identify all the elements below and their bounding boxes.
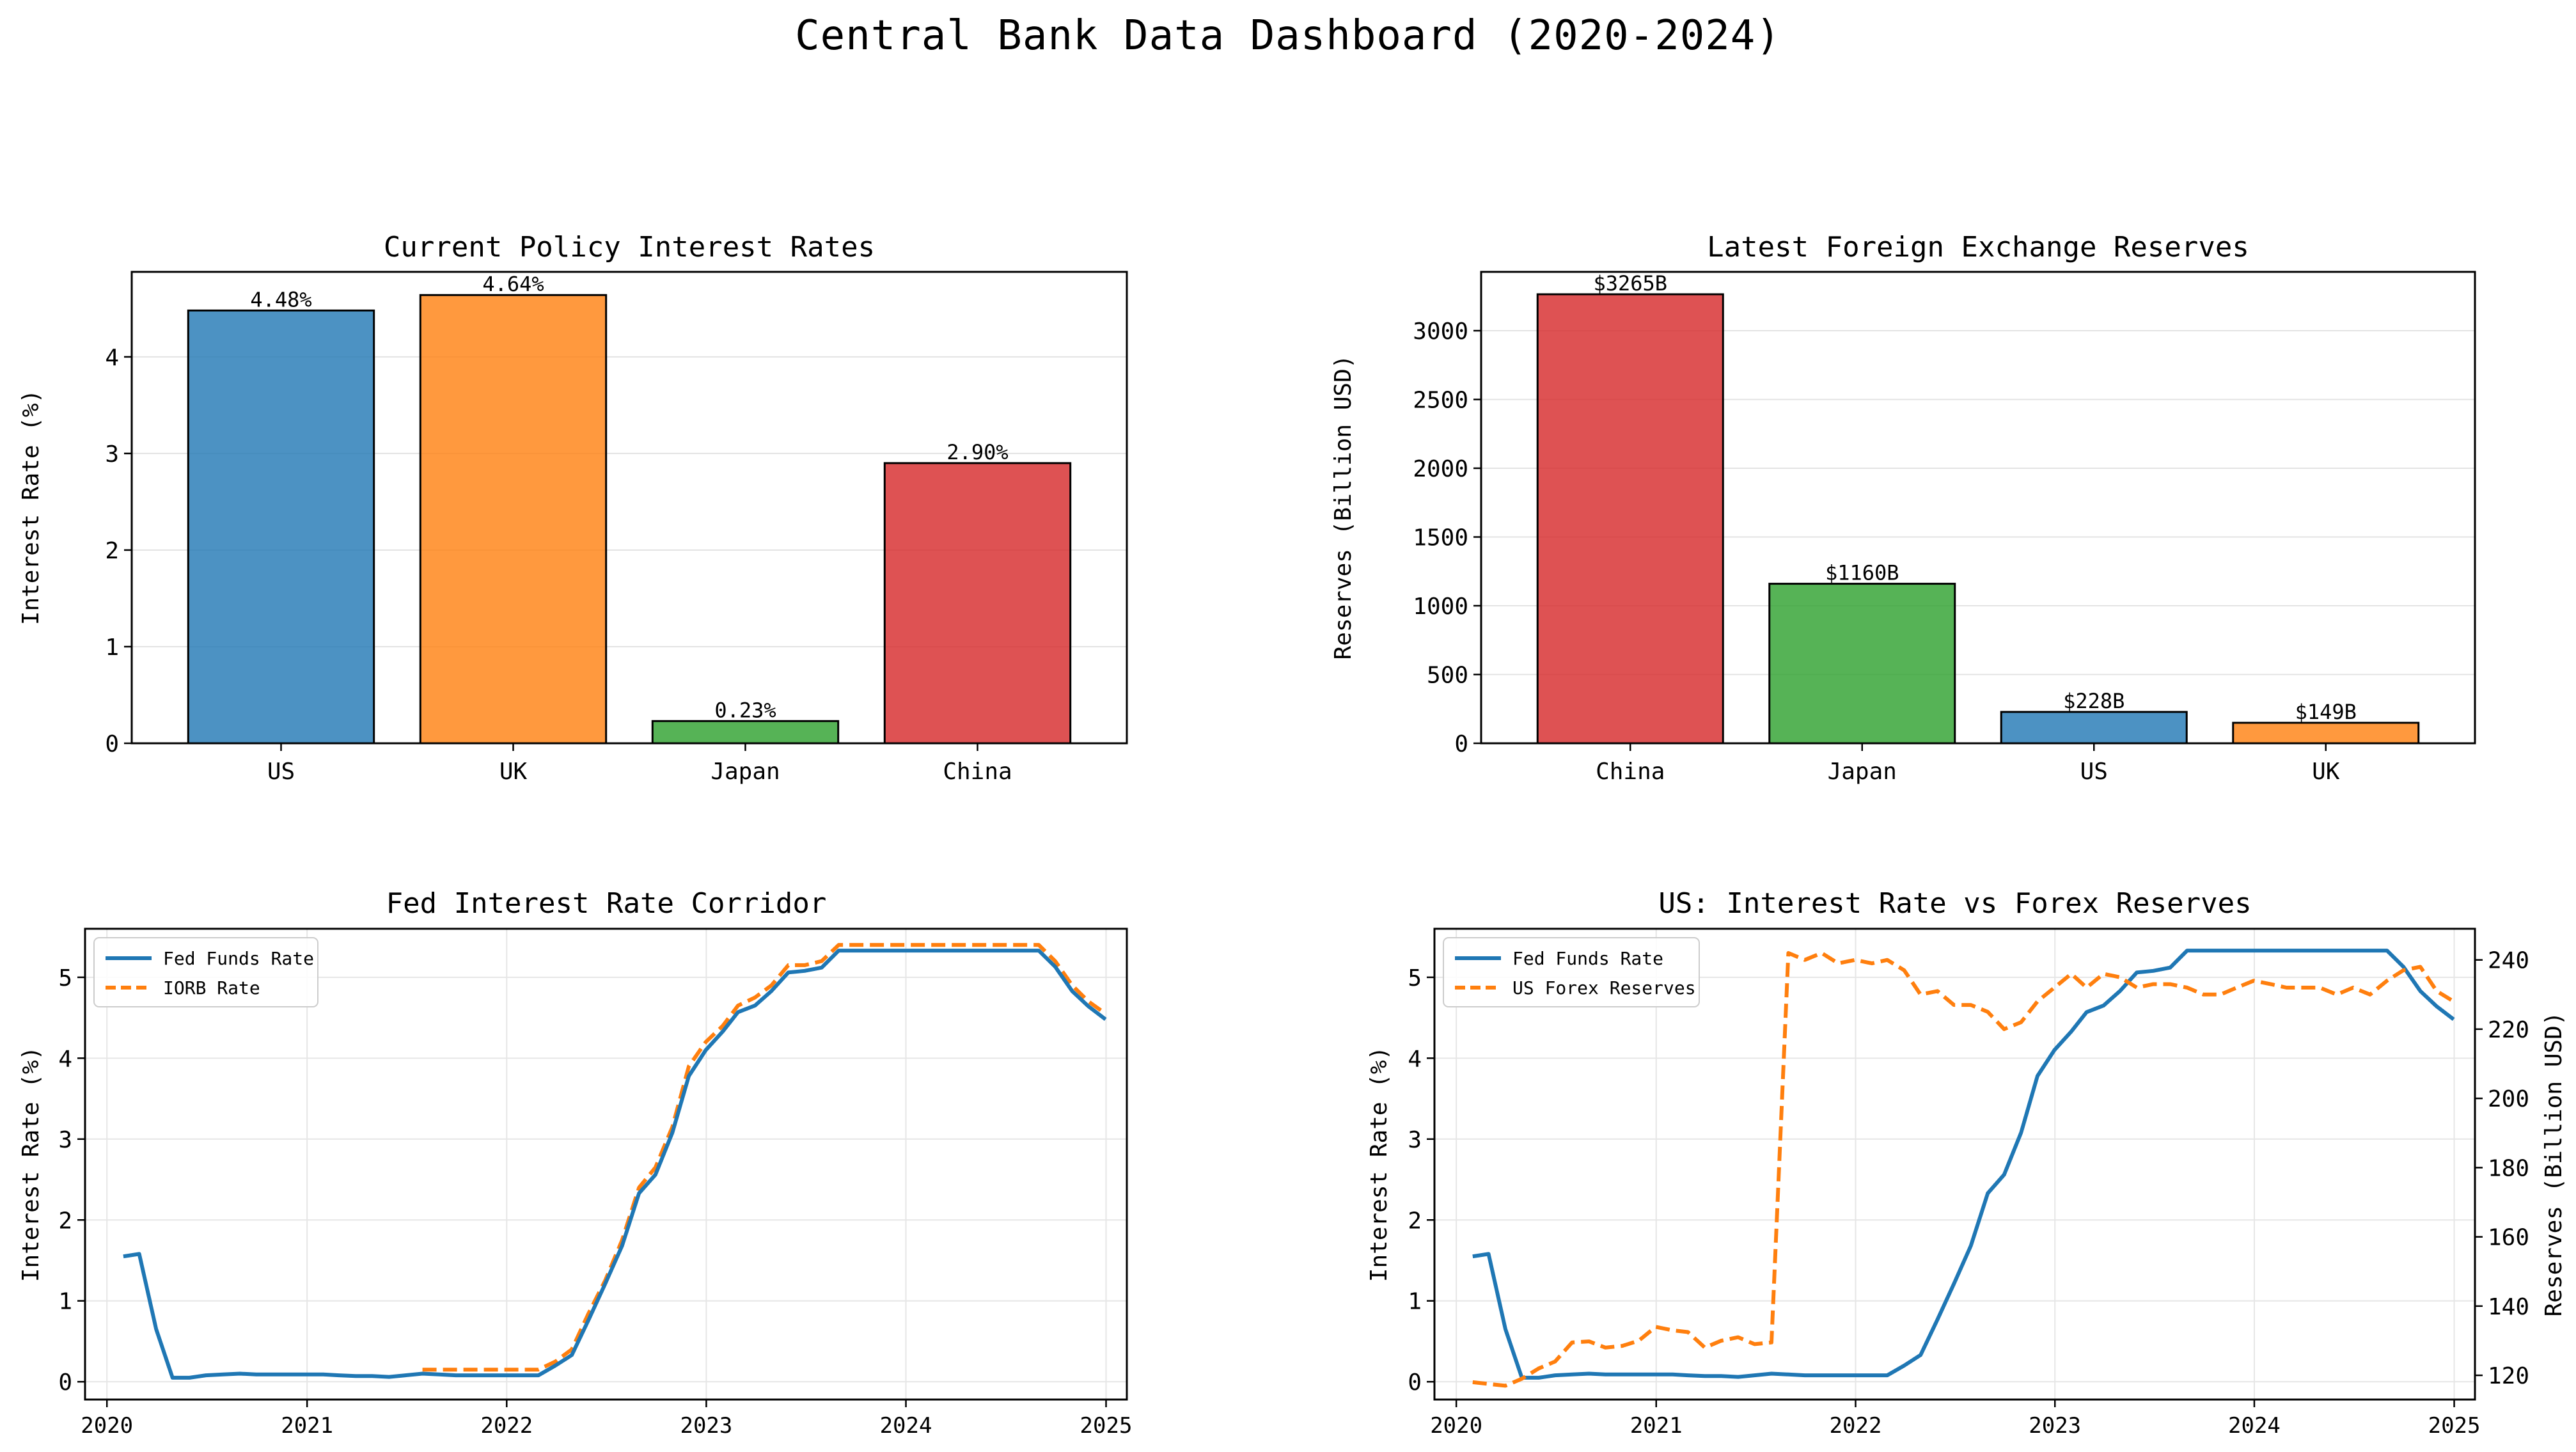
policy-rates-ytick-label: 0 — [105, 731, 119, 757]
forex-reserves-xtick-label: US — [2080, 759, 2108, 785]
us-dual-ytick-label: 3 — [1408, 1127, 1422, 1153]
us-dual-ytick-right-label: 120 — [2488, 1363, 2529, 1389]
forex-reserves-ytick-label: 2000 — [1413, 456, 1468, 482]
us-dual-ytick-label: 5 — [1408, 965, 1422, 991]
us-dual-xtick-label: 2024 — [2228, 1413, 2281, 1439]
policy-rates-ytick-label: 1 — [105, 635, 119, 661]
iorb-rate-line — [422, 943, 1107, 1372]
us-dual-ytick-right-label: 220 — [2488, 1017, 2529, 1043]
policy-rates-value-label: 2.90% — [946, 440, 1008, 464]
us-dual-xtick-label: 2023 — [2029, 1413, 2081, 1439]
forex-reserves-value-label: $1160B — [1825, 561, 1899, 585]
us-dual-xtick-label: 2022 — [1830, 1413, 1882, 1439]
policy-rates-xtick-label: China — [943, 759, 1012, 785]
us-dual-ylabel-right: Reserves (Billion USD) — [2541, 1012, 2567, 1317]
us-dual-ytick-label: 2 — [1408, 1208, 1422, 1234]
policy-rates-value-label: 4.48% — [250, 287, 311, 312]
fed-corridor-frame — [84, 927, 1128, 1401]
fed-corridor-ylabel: Interest Rate (%) — [18, 1046, 44, 1282]
us-fed-funds-rate-line — [1472, 949, 2455, 1380]
us-dual-title: US: Interest Rate vs Forex Reserves — [1658, 887, 2251, 920]
us-dual-xtick-label: 2020 — [1430, 1413, 1482, 1439]
forex-reserves-ytick-label: 3000 — [1413, 319, 1468, 345]
forex-reserves-ytick-label: 1500 — [1413, 525, 1468, 551]
policy-rates-title: Current Policy Interest Rates — [384, 231, 875, 264]
us-dual-ytick-right-label: 160 — [2488, 1225, 2529, 1251]
policy-rates-ytick-label: 3 — [105, 441, 119, 468]
policy-rates-value-label: 4.64% — [482, 272, 544, 296]
forex-reserves-value-label: $149B — [2295, 700, 2357, 724]
us-dual-legend-box — [1443, 937, 1700, 1007]
forex-reserves-value-label: $228B — [2063, 689, 2124, 713]
fed-corridor-ytick-label: 2 — [58, 1208, 72, 1234]
fed-corridor-ytick-label: 4 — [58, 1046, 72, 1072]
policy-rates-ylabel: Interest Rate (%) — [18, 390, 44, 625]
us-dual-xtick-label: 2021 — [1630, 1413, 1683, 1439]
us-dual-legend-label: Fed Funds Rate — [1512, 948, 1663, 969]
us-dual-ytick-right-label: 240 — [2488, 948, 2529, 974]
us-dual-ytick-label: 1 — [1408, 1289, 1422, 1315]
fed-corridor-ytick-label: 0 — [58, 1369, 72, 1396]
forex-reserves-title: Latest Foreign Exchange Reserves — [1707, 231, 2249, 264]
fed-corridor-ytick-label: 1 — [58, 1289, 72, 1315]
forex-reserves-ytick-label: 1000 — [1413, 594, 1468, 620]
forex-reserves-ylabel: Reserves (Billion USD) — [1330, 355, 1356, 660]
forex-reserves-xtick-label: Japan — [1828, 759, 1897, 785]
fed-corridor-ytick-label: 5 — [58, 965, 72, 991]
fed-corridor-legend: Fed Funds Rate IORB Rate — [93, 937, 318, 1007]
fed-corridor-ytick-label: 3 — [58, 1127, 72, 1153]
forex-reserves-ytick-label: 2500 — [1413, 388, 1468, 414]
forex-reserves-xtick-label: China — [1596, 759, 1665, 785]
policy-rates-xtick-label: Japan — [711, 759, 780, 785]
policy-rates-frame — [130, 271, 1128, 745]
fed-funds-rate-line — [123, 949, 1107, 1380]
policy-rates-bar-china — [883, 462, 1072, 745]
us-dual-xtick-label: 2025 — [2428, 1413, 2481, 1439]
us-dual-ylabel-left: Interest Rate (%) — [1366, 1046, 1392, 1282]
fed-corridor-xtick-label: 2023 — [680, 1413, 732, 1439]
fed-corridor-legend-box — [93, 937, 318, 1007]
policy-rates-bar-us — [187, 309, 375, 745]
forex-reserves-xtick-label: UK — [2312, 759, 2340, 785]
us-dual-ytick-right-label: 200 — [2488, 1086, 2529, 1112]
fed-corridor-xtick-label: 2024 — [880, 1413, 932, 1439]
forex-reserves-ytick-label: 500 — [1427, 663, 1468, 689]
policy-rates-xtick-label: US — [267, 759, 295, 785]
policy-rates-value-label: 0.23% — [714, 698, 776, 722]
us-dual-ytick-right-label: 180 — [2488, 1155, 2529, 1181]
forex-reserves-value-label: $3265B — [1593, 271, 1667, 296]
fed-corridor-legend-label: IORB Rate — [163, 977, 260, 998]
policy-rates-bar-uk — [419, 294, 608, 745]
forex-reserves-frame — [1480, 271, 2476, 745]
forex-reserves-bar-us — [2000, 711, 2188, 745]
us-dual-frame — [1433, 927, 2476, 1401]
policy-rates-xtick-label: UK — [499, 759, 528, 785]
us-dual-ytick-label: 0 — [1408, 1369, 1422, 1396]
forex-reserves-bar-japan — [1768, 583, 1956, 745]
us-dual-ytick-right-label: 140 — [2488, 1294, 2529, 1320]
fed-corridor-xtick-label: 2020 — [81, 1413, 133, 1439]
us-forex-reserves-line — [1472, 951, 2455, 1388]
policy-rates-ytick-label: 4 — [105, 345, 119, 371]
fed-corridor-xtick-label: 2021 — [281, 1413, 333, 1439]
forex-reserves-ytick-label: 0 — [1454, 731, 1468, 757]
fed-corridor-xtick-label: 2022 — [480, 1413, 533, 1439]
fed-corridor-xtick-label: 2025 — [1080, 1413, 1133, 1439]
us-dual-legend-label: US Forex Reserves — [1512, 977, 1696, 998]
dashboard-title: Central Bank Data Dashboard (2020-2024) — [795, 12, 1781, 59]
us-dual-ytick-label: 4 — [1408, 1046, 1422, 1072]
fed-corridor-title: Fed Interest Rate Corridor — [386, 887, 827, 920]
fed-corridor-legend-label: Fed Funds Rate — [163, 948, 314, 969]
policy-rates-ytick-label: 2 — [105, 538, 119, 564]
us-dual-legend: Fed Funds Rate US Forex Reserves — [1443, 937, 1700, 1007]
forex-reserves-bar-china — [1536, 293, 1724, 745]
forex-reserves-bar-uk — [2232, 722, 2420, 745]
